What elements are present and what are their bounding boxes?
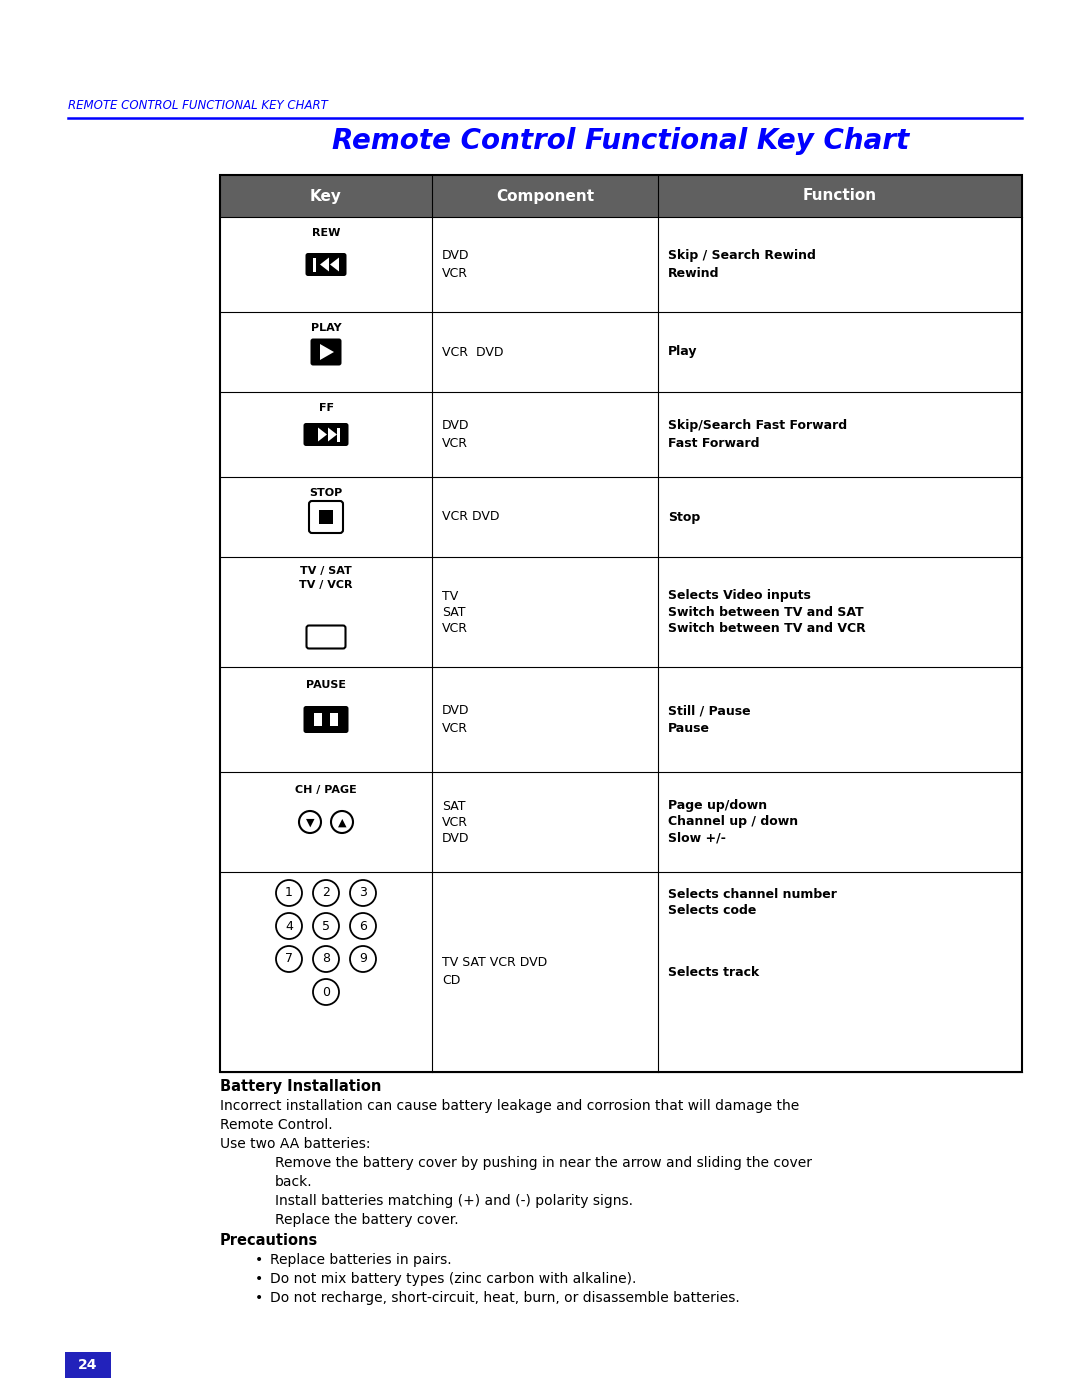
Text: 8: 8 xyxy=(322,953,330,965)
Text: REW: REW xyxy=(312,228,340,237)
Text: STOP: STOP xyxy=(309,488,342,497)
Text: 0: 0 xyxy=(322,985,330,999)
Bar xyxy=(65,1352,111,1377)
Polygon shape xyxy=(320,344,334,360)
Text: VCR: VCR xyxy=(442,622,468,634)
Text: DVD: DVD xyxy=(442,704,470,717)
Bar xyxy=(220,175,1022,217)
Polygon shape xyxy=(330,257,339,271)
Text: Replace the battery cover.: Replace the battery cover. xyxy=(275,1213,459,1227)
Text: 3: 3 xyxy=(359,887,367,900)
Text: Remote Control Functional Key Chart: Remote Control Functional Key Chart xyxy=(333,127,909,155)
Text: Skip/Search Fast Forward: Skip/Search Fast Forward xyxy=(669,419,847,432)
Text: PLAY: PLAY xyxy=(311,323,341,332)
Text: Remove the battery cover by pushing in near the arrow and sliding the cover: Remove the battery cover by pushing in n… xyxy=(275,1155,812,1171)
Bar xyxy=(314,712,322,726)
Text: Precautions: Precautions xyxy=(220,1234,319,1248)
Text: Pause: Pause xyxy=(669,722,710,735)
Text: Rewind: Rewind xyxy=(669,267,719,279)
Polygon shape xyxy=(318,427,327,441)
Text: Install batteries matching (+) and (-) polarity signs.: Install batteries matching (+) and (-) p… xyxy=(275,1194,633,1208)
Text: •: • xyxy=(255,1273,264,1287)
Text: SAT: SAT xyxy=(442,799,465,813)
Text: SAT: SAT xyxy=(442,605,465,619)
Text: 6: 6 xyxy=(359,919,367,933)
Text: TV: TV xyxy=(442,590,458,602)
Text: Selects track: Selects track xyxy=(669,965,759,978)
Text: VCR: VCR xyxy=(442,722,468,735)
Polygon shape xyxy=(320,257,329,271)
FancyBboxPatch shape xyxy=(303,705,349,733)
Text: •: • xyxy=(255,1291,264,1305)
Bar xyxy=(330,712,338,726)
Text: Fast Forward: Fast Forward xyxy=(669,437,759,450)
Text: TV / VCR: TV / VCR xyxy=(299,580,353,590)
Text: CH / PAGE: CH / PAGE xyxy=(295,785,356,795)
Text: 24: 24 xyxy=(78,1358,98,1372)
Text: Do not recharge, short-circuit, heat, burn, or disassemble batteries.: Do not recharge, short-circuit, heat, bu… xyxy=(270,1291,740,1305)
Text: Switch between TV and VCR: Switch between TV and VCR xyxy=(669,622,866,634)
Text: PAUSE: PAUSE xyxy=(306,680,346,690)
Bar xyxy=(220,175,1022,1071)
FancyBboxPatch shape xyxy=(303,423,349,446)
Text: CD: CD xyxy=(442,975,460,988)
Text: Selects code: Selects code xyxy=(669,904,756,916)
Text: VCR: VCR xyxy=(442,437,468,450)
Text: DVD: DVD xyxy=(442,419,470,432)
Text: Play: Play xyxy=(669,345,698,359)
Text: 2: 2 xyxy=(322,887,329,900)
Text: 7: 7 xyxy=(285,953,293,965)
Text: back.: back. xyxy=(275,1175,312,1189)
Text: VCR  DVD: VCR DVD xyxy=(442,345,503,359)
Text: DVD: DVD xyxy=(442,249,470,263)
Text: 1: 1 xyxy=(285,887,293,900)
Bar xyxy=(313,257,316,271)
Bar xyxy=(337,427,340,441)
Text: VCR: VCR xyxy=(442,816,468,828)
Bar xyxy=(319,510,333,524)
Text: Battery Installation: Battery Installation xyxy=(220,1078,381,1094)
Text: •: • xyxy=(255,1253,264,1267)
Text: Replace batteries in pairs.: Replace batteries in pairs. xyxy=(270,1253,451,1267)
Text: Function: Function xyxy=(802,189,877,204)
Text: VCR DVD: VCR DVD xyxy=(442,510,499,524)
Text: Remote Control.: Remote Control. xyxy=(220,1118,333,1132)
Polygon shape xyxy=(328,427,337,441)
Text: 4: 4 xyxy=(285,919,293,933)
Text: ▼: ▼ xyxy=(306,819,314,828)
Text: TV / SAT: TV / SAT xyxy=(300,566,352,576)
Text: Do not mix battery types (zinc carbon with alkaline).: Do not mix battery types (zinc carbon wi… xyxy=(270,1273,636,1287)
Text: Page up/down: Page up/down xyxy=(669,799,767,813)
Text: DVD: DVD xyxy=(442,831,470,845)
Text: REMOTE CONTROL FUNCTIONAL KEY CHART: REMOTE CONTROL FUNCTIONAL KEY CHART xyxy=(68,99,327,112)
Text: Incorrect installation can cause battery leakage and corrosion that will damage : Incorrect installation can cause battery… xyxy=(220,1099,799,1113)
Text: Still / Pause: Still / Pause xyxy=(669,704,751,717)
Text: FF: FF xyxy=(319,402,334,414)
FancyBboxPatch shape xyxy=(306,253,347,277)
Text: VCR: VCR xyxy=(442,267,468,279)
Text: Selects channel number: Selects channel number xyxy=(669,887,837,901)
Text: Switch between TV and SAT: Switch between TV and SAT xyxy=(669,605,864,619)
Text: Component: Component xyxy=(496,189,594,204)
Text: Stop: Stop xyxy=(669,510,700,524)
Text: 5: 5 xyxy=(322,919,330,933)
Text: 9: 9 xyxy=(359,953,367,965)
Text: Key: Key xyxy=(310,189,342,204)
Text: Skip / Search Rewind: Skip / Search Rewind xyxy=(669,249,815,263)
FancyBboxPatch shape xyxy=(311,338,341,366)
Text: Use two AA batteries:: Use two AA batteries: xyxy=(220,1137,370,1151)
Text: Slow +/-: Slow +/- xyxy=(669,831,726,845)
Text: TV SAT VCR DVD: TV SAT VCR DVD xyxy=(442,957,548,970)
Text: Channel up / down: Channel up / down xyxy=(669,816,798,828)
Text: ▲: ▲ xyxy=(338,819,347,828)
Text: Selects Video inputs: Selects Video inputs xyxy=(669,590,811,602)
